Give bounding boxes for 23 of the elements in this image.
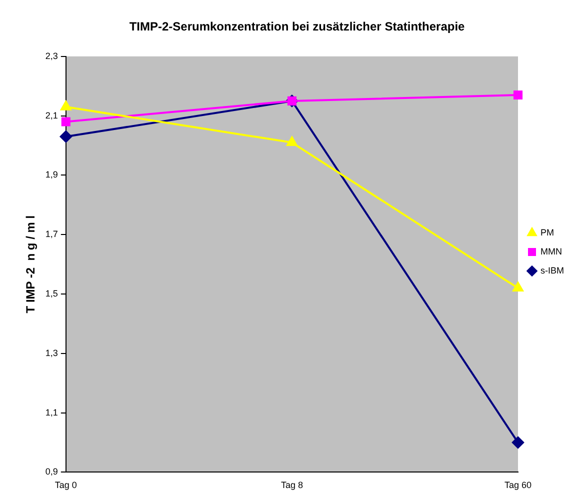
x-tick-label: Tag 0 [54,480,77,490]
x-tick-label: Tag 8 [280,480,303,490]
y-tick-label: 1,1 [45,407,58,418]
x-tick-label: Tag 60 [504,480,532,490]
y-tick-label: 1,5 [45,288,58,298]
y-tick-label: 2,1 [45,110,58,120]
chart-title: TIMP-2-Serumkonzentration bei zusätzlicher Statintherapie [129,20,466,34]
point [513,90,523,100]
y-tick-label: 1,9 [45,170,58,180]
point [60,130,72,143]
y-axis-title: T IMP -2 n g / m l [24,215,38,314]
y-tick-label: 1,3 [45,348,58,358]
y-tick-label: 0,9 [45,466,58,477]
y-tick-label: 1,7 [45,229,58,240]
legend-label: PM [540,227,554,238]
point [512,436,524,448]
point [60,100,72,110]
y-tick-label: 2,3 [45,50,58,61]
point [512,282,524,292]
point [61,117,70,126]
point [286,136,298,146]
legend-label: s-IBM [540,265,564,276]
legend-label: MMN [540,246,562,256]
